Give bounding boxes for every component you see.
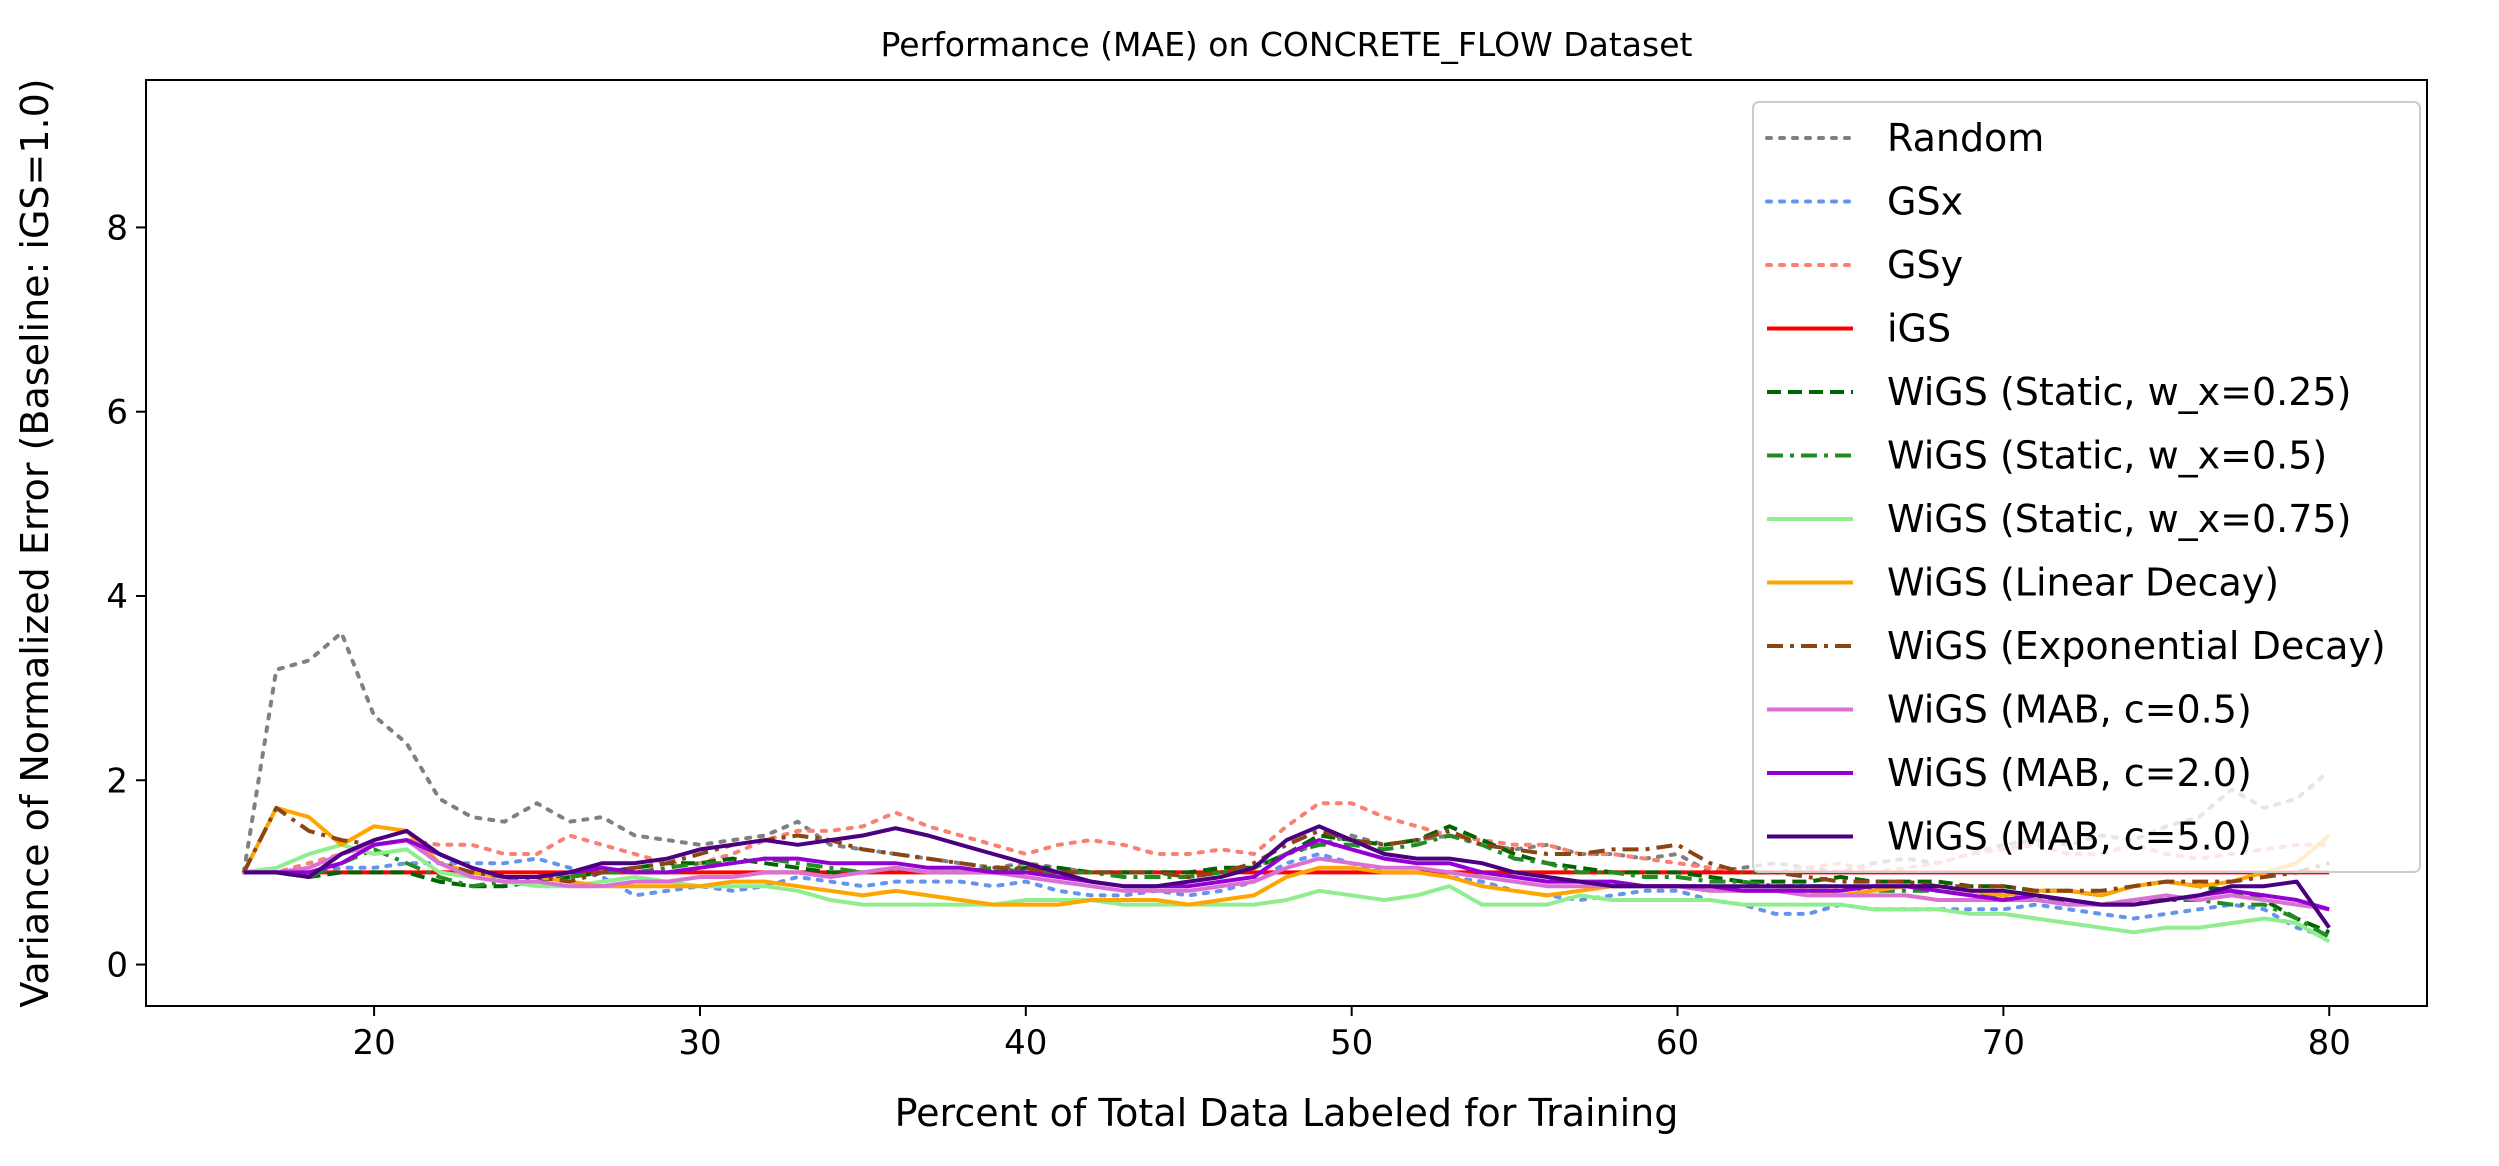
x-axis: 20 30 40 50 60 70 80 [352, 1006, 2351, 1063]
y-axis-title: Variance of Normalized Error (Baseline: … [13, 78, 57, 1007]
x-tick-label: 30 [678, 1023, 721, 1063]
plot-frame [145, 79, 2428, 1007]
legend: Random GSx GSy iGS WiGS (Static, w_x=0.25) Wi… [1752, 101, 2421, 873]
y-axis: 0 2 4 6 8 [106, 208, 146, 986]
y-tick-label: 6 [106, 393, 128, 433]
y-tick-label: 0 [106, 946, 128, 986]
x-tick-label: 40 [1004, 1023, 1047, 1063]
legend-label: GSy [1887, 243, 1963, 287]
legend-label: WiGS (Static, w_x=0.25) [1887, 370, 2351, 414]
series-line-wigs-mab-c-0-5 [243, 838, 2330, 912]
chart-title: Performance (MAE) on CONCRETE_FLOW Datas… [881, 25, 1693, 64]
legend-label: WiGS (MAB, c=0.5) [1887, 688, 2252, 732]
x-tick-label: 50 [1330, 1023, 1373, 1063]
legend-label: Random [1887, 116, 2044, 160]
legend-label: WiGS (MAB, c=5.0) [1887, 815, 2252, 859]
x-axis-title: Percent of Total Data Labeled for Traini… [895, 1091, 1679, 1135]
series-line-wigs-mab-c-5-0 [243, 824, 2331, 929]
y-tick-label: 2 [106, 761, 128, 801]
y-tick-label: 4 [106, 577, 128, 617]
legend-label: iGS [1887, 307, 1951, 351]
series-line-wigs-exponential-decay [242, 805, 2330, 893]
series-line-wigs-mab-c-2-0 [243, 838, 2330, 912]
x-tick-label: 70 [1982, 1023, 2025, 1063]
legend-label: WiGS (Static, w_x=0.5) [1887, 434, 2327, 478]
x-tick-label: 60 [1656, 1023, 1699, 1063]
legend-label: WiGS (Linear Decay) [1887, 561, 2279, 605]
y-tick-label: 8 [106, 208, 128, 248]
x-tick-label: 20 [352, 1023, 395, 1063]
x-tick-label: 80 [2308, 1023, 2351, 1063]
legend-box [1752, 101, 2421, 873]
legend-label: WiGS (Static, w_x=0.75) [1887, 497, 2351, 541]
legend-label: GSx [1887, 180, 1963, 224]
legend-label: WiGS (MAB, c=2.0) [1887, 751, 2252, 795]
legend-label: WiGS (Exponential Decay) [1887, 624, 2386, 668]
